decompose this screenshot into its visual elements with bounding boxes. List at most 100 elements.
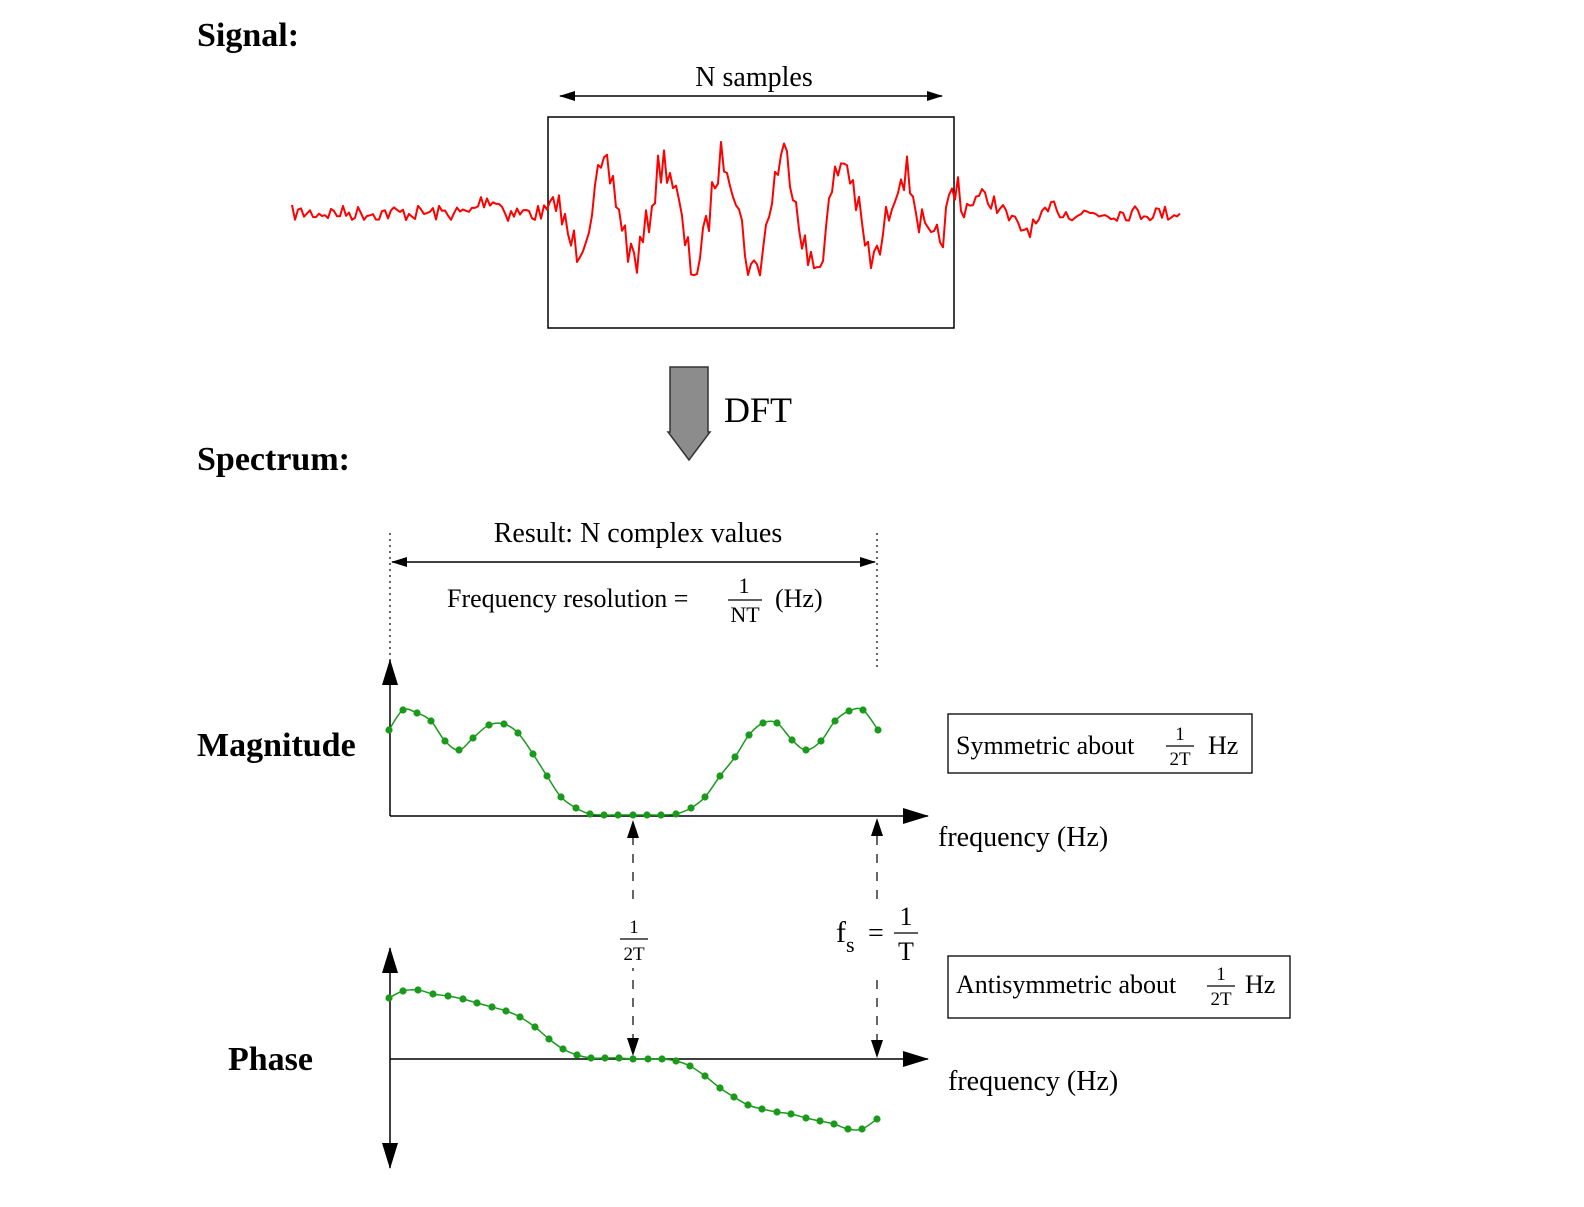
antisymmetric-note-unit: Hz: [1245, 970, 1275, 999]
signal-heading: Signal:: [197, 17, 299, 54]
phase-label: Phase: [228, 1041, 313, 1078]
phase-sample-dot: [545, 1035, 553, 1043]
phase-sample-dot: [816, 1117, 824, 1125]
magnitude-sample-dot: [543, 772, 551, 780]
magnitude-sample-dot: [572, 804, 580, 812]
phase-sample-dot: [644, 1055, 652, 1063]
antisymmetric-note-text: Antisymmetric about: [956, 970, 1177, 999]
phase-sample-dot: [701, 1072, 709, 1080]
magnitude-sample-dot: [485, 721, 493, 729]
magnitude-sample-dot: [773, 719, 781, 727]
phase-sample-dot: [488, 1003, 496, 1011]
magnitude-sample-dot: [469, 734, 477, 742]
phase-sample-dot: [385, 994, 393, 1002]
magnitude-axis-label: frequency (Hz): [938, 822, 1108, 853]
phase-sample-dot: [559, 1045, 567, 1053]
magnitude-sample-dot: [672, 810, 680, 818]
phase-sample-dot: [615, 1054, 623, 1062]
sampling-rate-down-arrow: [871, 1040, 883, 1058]
phase-sample-dot: [730, 1093, 738, 1101]
phase-sample-dot: [716, 1084, 724, 1092]
magnitude-sample-dot: [701, 793, 709, 801]
resolution-unit: (Hz): [775, 584, 823, 613]
magnitude-sample-dot: [845, 707, 853, 715]
magnitude-sample-dot: [500, 720, 508, 728]
magnitude-sample-dot: [874, 726, 882, 734]
magnitude-sample-dot: [385, 726, 393, 734]
symmetric-note-box: [947, 713, 1253, 774]
phase-sample-dot: [429, 990, 437, 998]
fs-equals: =: [868, 918, 884, 949]
phase-sample-dot: [473, 999, 481, 1007]
magnitude-sample-dot: [643, 811, 651, 819]
antisymmetric-note-denominator: 2T: [1210, 989, 1232, 1010]
half-marker-denominator: 2T: [623, 944, 645, 965]
symmetric-note-text: Symmetric about: [956, 731, 1135, 760]
phase-sample-dot: [629, 1055, 637, 1063]
magnitude-sample-dot: [427, 717, 435, 725]
fs-marker-backdrop: [830, 900, 922, 974]
half-marker-numerator: 1: [629, 917, 639, 938]
half-rate-down-arrow: [627, 1038, 639, 1056]
phase-sample-dot: [686, 1062, 694, 1070]
magnitude-sample-dot: [759, 719, 767, 727]
symmetric-note-unit: Hz: [1208, 731, 1238, 760]
result-label: Result: N complex values: [494, 518, 783, 549]
sample-window-box: [547, 116, 955, 329]
magnitude-curve: [388, 707, 879, 816]
n-samples-label: N samples: [695, 62, 812, 93]
magnitude-sample-dot: [529, 750, 537, 758]
spectrum-heading: Spectrum:: [197, 441, 350, 478]
resolution-denominator: NT: [730, 602, 760, 627]
phase-sample-dot: [744, 1101, 752, 1109]
magnitude-sample-dot: [399, 706, 407, 714]
phase-axis-label: frequency (Hz): [948, 1066, 1118, 1097]
magnitude-sample-dot: [788, 736, 796, 744]
phase-sample-dot: [773, 1108, 781, 1116]
phase-sample-dot: [830, 1120, 838, 1128]
magnitude-sample-dot: [802, 746, 810, 754]
phase-sample-dot: [601, 1054, 609, 1062]
magnitude-sample-dot: [716, 772, 724, 780]
magnitude-samples: [385, 706, 882, 819]
phase-sample-dot: [672, 1057, 680, 1065]
phase-sample-dot: [658, 1055, 666, 1063]
magnitude-label: Magnitude: [197, 727, 356, 764]
magnitude-sample-dot: [514, 729, 522, 737]
antisymmetric-note-box: [947, 955, 1291, 1019]
dft-label: DFT: [724, 390, 792, 430]
phase-sample-dot: [414, 986, 422, 994]
resolution-label: Frequency resolution =: [447, 584, 688, 613]
phase-sample-dot: [516, 1013, 524, 1021]
antisymmetric-note-numerator: 1: [1216, 964, 1226, 985]
phase-sample-dot: [873, 1115, 881, 1123]
magnitude-sample-dot: [586, 810, 594, 818]
half-marker-backdrop: [610, 906, 656, 968]
magnitude-sample-dot: [441, 737, 449, 745]
phase-sample-dot: [444, 992, 452, 1000]
magnitude-sample-dot: [614, 811, 622, 819]
magnitude-sample-dot: [600, 811, 608, 819]
magnitude-sample-dot: [859, 706, 867, 714]
symmetric-note-denominator: 2T: [1169, 749, 1191, 770]
magnitude-sample-dot: [413, 709, 421, 717]
symmetric-note-numerator: 1: [1175, 724, 1185, 745]
phase-sample-dot: [802, 1114, 810, 1122]
magnitude-sample-dot: [557, 793, 565, 801]
magnitude-sample-dot: [455, 746, 463, 754]
magnitude-sample-dot: [831, 717, 839, 725]
fs-symbol: f: [836, 916, 846, 949]
magnitude-sample-dot: [731, 753, 739, 761]
phase-sample-dot: [858, 1125, 866, 1133]
phase-sample-dot: [758, 1105, 766, 1113]
phase-sample-dot: [459, 995, 467, 1003]
sampling-rate-up-arrow: [871, 818, 883, 836]
fs-denominator: T: [898, 937, 914, 966]
magnitude-sample-dot: [687, 804, 695, 812]
phase-sample-dot: [502, 1007, 510, 1015]
fs-numerator: 1: [900, 902, 913, 931]
phase-sample-dot: [587, 1054, 595, 1062]
half-rate-up-arrow: [627, 820, 639, 838]
magnitude-sample-dot: [629, 811, 637, 819]
